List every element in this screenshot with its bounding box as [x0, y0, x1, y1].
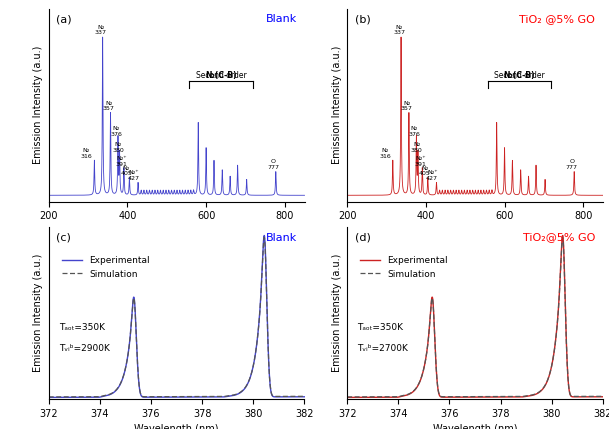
- Text: Second order: Second order: [195, 60, 246, 80]
- Y-axis label: Emission Intensity (a.u.): Emission Intensity (a.u.): [331, 254, 342, 372]
- Legend: Experimental, Simulation: Experimental, Simulation: [58, 253, 153, 282]
- Text: Blank: Blank: [266, 233, 297, 242]
- Line: Experimental: Experimental: [347, 236, 603, 397]
- Text: N₂
316: N₂ 316: [379, 148, 391, 159]
- Text: O
777: O 777: [566, 159, 578, 170]
- X-axis label: Wavelength (nm): Wavelength (nm): [135, 227, 219, 237]
- Text: N₂
337: N₂ 337: [393, 25, 405, 36]
- Experimental: [343, 395, 351, 400]
- Text: N₂
376: N₂ 376: [110, 126, 122, 137]
- Text: N₂
357: N₂ 357: [401, 101, 413, 112]
- Simulation: [45, 394, 52, 399]
- Text: Tₐₒₜ=350K: Tₐₒₜ=350K: [59, 323, 105, 332]
- Y-axis label: Emission Intensity (a.u.): Emission Intensity (a.u.): [33, 46, 43, 164]
- Text: Tᵥᵢᵇ=2900K: Tᵥᵢᵇ=2900K: [59, 344, 110, 353]
- Experimental: [465, 395, 473, 400]
- Text: TiO₂ @5% GO: TiO₂ @5% GO: [519, 14, 595, 24]
- Text: N₂
376: N₂ 376: [409, 126, 420, 137]
- Simulation: [579, 394, 586, 399]
- Line: Simulation: Simulation: [49, 237, 304, 397]
- Line: Experimental: Experimental: [49, 236, 304, 397]
- Experimental: [579, 394, 586, 399]
- Simulation: [231, 392, 238, 397]
- Text: (b): (b): [355, 14, 370, 24]
- X-axis label: Wavelength (nm): Wavelength (nm): [433, 424, 517, 429]
- X-axis label: Wavelength (nm): Wavelength (nm): [135, 424, 219, 429]
- Text: (c): (c): [57, 233, 71, 242]
- Text: (d): (d): [355, 233, 371, 242]
- Experimental: [453, 395, 460, 400]
- Simulation: [465, 394, 473, 399]
- Simulation: [453, 394, 460, 399]
- Simulation: [167, 394, 174, 399]
- Text: Second order: Second order: [494, 60, 544, 80]
- Experimental: [261, 233, 268, 238]
- Simulation: [591, 394, 599, 399]
- Text: N₂
357: N₂ 357: [102, 101, 114, 112]
- Text: N₂⁺
391: N₂⁺ 391: [414, 156, 426, 167]
- Simulation: [559, 235, 566, 240]
- Text: O
777: O 777: [267, 159, 280, 170]
- Y-axis label: Emission Intensity (a.u.): Emission Intensity (a.u.): [33, 254, 43, 372]
- Experimental: [280, 394, 287, 399]
- Simulation: [293, 394, 300, 399]
- Text: N₂⁺
427: N₂⁺ 427: [426, 170, 438, 181]
- Simulation: [155, 394, 162, 399]
- Simulation: [343, 394, 351, 399]
- Simulation: [152, 394, 160, 399]
- Text: Tᵥᵢᵇ=2700K: Tᵥᵢᵇ=2700K: [357, 344, 408, 353]
- Text: TiO₂@5% GO: TiO₂@5% GO: [523, 233, 595, 242]
- X-axis label: Wavelength (nm): Wavelength (nm): [433, 227, 517, 237]
- Experimental: [529, 393, 537, 398]
- Text: N₂
380: N₂ 380: [113, 142, 124, 153]
- Text: Tₐₒₜ=350K: Tₐₒₜ=350K: [357, 323, 403, 332]
- Experimental: [45, 395, 52, 400]
- Line: Simulation: Simulation: [347, 237, 603, 397]
- Text: N₂
316: N₂ 316: [80, 148, 93, 159]
- Experimental: [152, 395, 160, 400]
- Experimental: [293, 394, 300, 399]
- Experimental: [301, 394, 308, 399]
- Simulation: [280, 394, 287, 399]
- Experimental: [599, 394, 607, 399]
- Text: N₂
380: N₂ 380: [411, 142, 423, 153]
- Text: N₂
337: N₂ 337: [94, 25, 107, 36]
- Simulation: [451, 394, 458, 399]
- Legend: Experimental, Simulation: Experimental, Simulation: [357, 253, 452, 282]
- Text: N₂(C-B): N₂(C-B): [205, 71, 237, 80]
- Experimental: [591, 394, 599, 399]
- Text: N₂
405: N₂ 405: [121, 166, 132, 176]
- Experimental: [155, 395, 162, 400]
- Simulation: [261, 235, 268, 240]
- Text: N₂(C-B): N₂(C-B): [504, 71, 535, 80]
- Simulation: [301, 394, 308, 399]
- Y-axis label: Emission Intensity (a.u.): Emission Intensity (a.u.): [331, 46, 342, 164]
- Simulation: [599, 394, 607, 399]
- Experimental: [231, 393, 238, 398]
- Experimental: [559, 233, 566, 238]
- Text: (a): (a): [57, 14, 72, 24]
- Text: N₂⁺
427: N₂⁺ 427: [128, 170, 139, 181]
- Experimental: [451, 395, 458, 400]
- Simulation: [529, 392, 537, 397]
- Text: N₂⁺
391: N₂⁺ 391: [116, 156, 128, 167]
- Text: Blank: Blank: [266, 14, 297, 24]
- Text: N₂
405: N₂ 405: [419, 166, 431, 176]
- Experimental: [167, 395, 174, 400]
